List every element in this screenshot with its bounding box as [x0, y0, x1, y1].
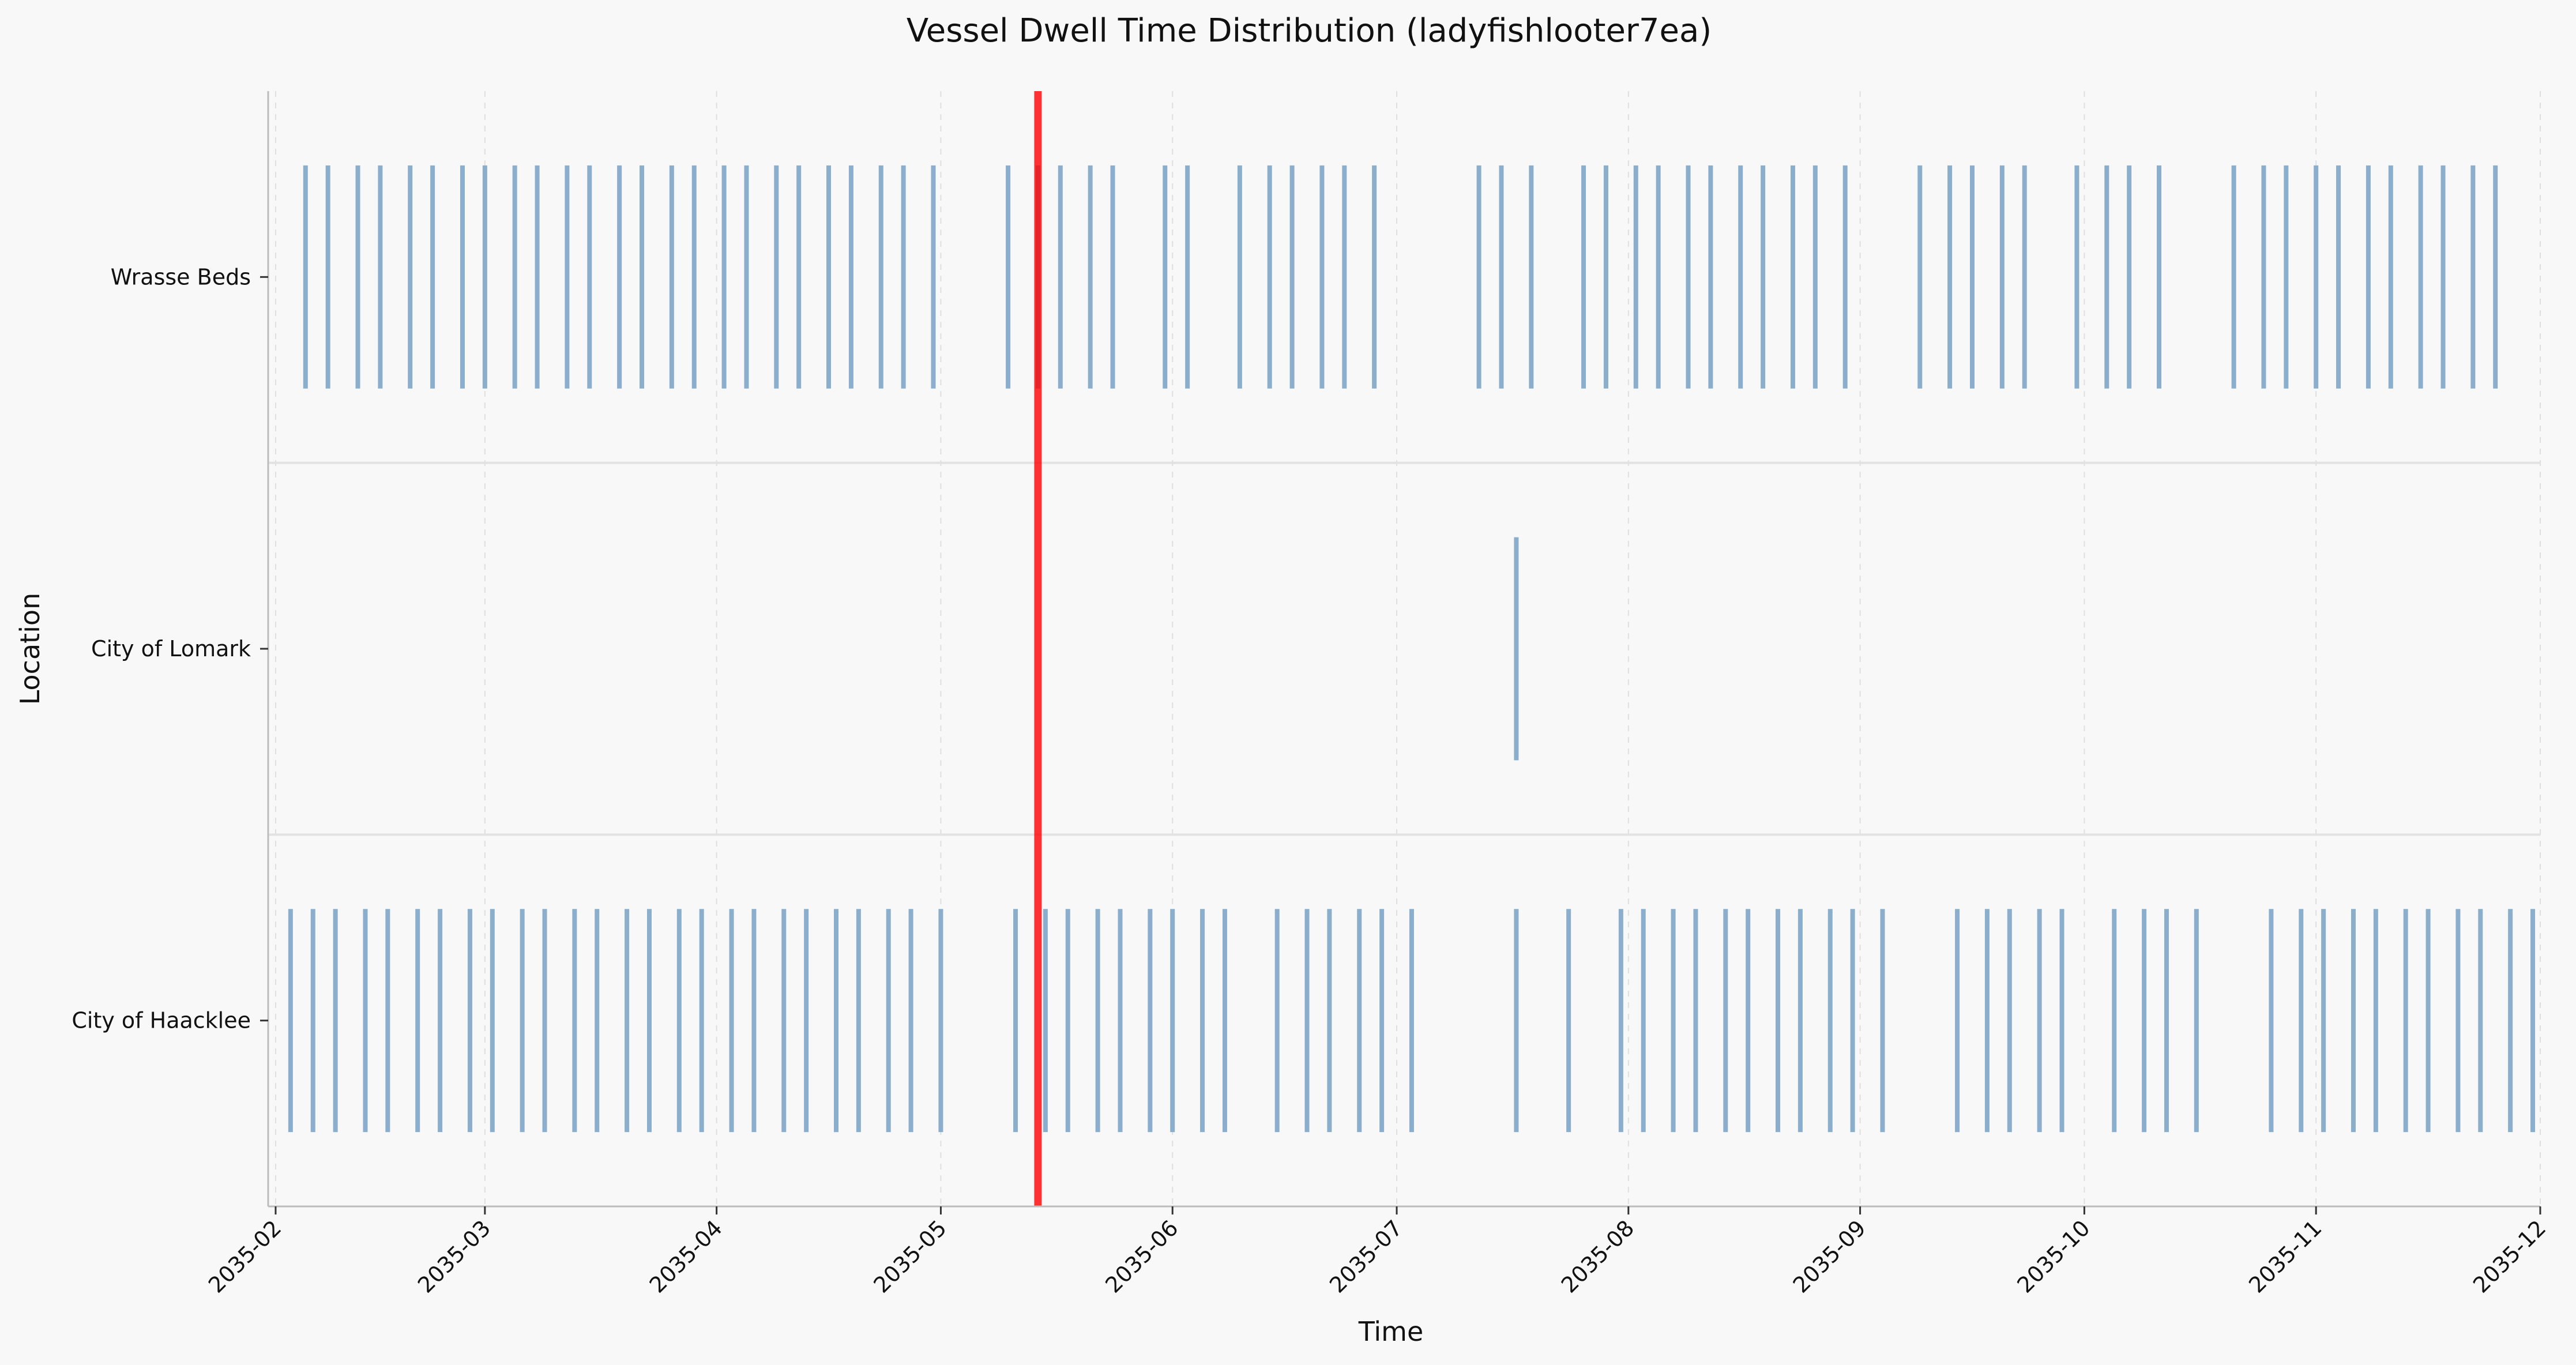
- y-tick-label: City of Lomark: [91, 636, 251, 661]
- x-axis-label: Time: [1358, 1316, 1424, 1347]
- y-tick-label: Wrasse Beds: [111, 264, 251, 289]
- y-tick-label: City of Haacklee: [72, 1008, 251, 1033]
- y-axis-label: Location: [14, 593, 46, 705]
- chart-title: Vessel Dwell Time Distribution (ladyfish…: [907, 12, 1712, 50]
- events-layer: [288, 165, 2536, 1133]
